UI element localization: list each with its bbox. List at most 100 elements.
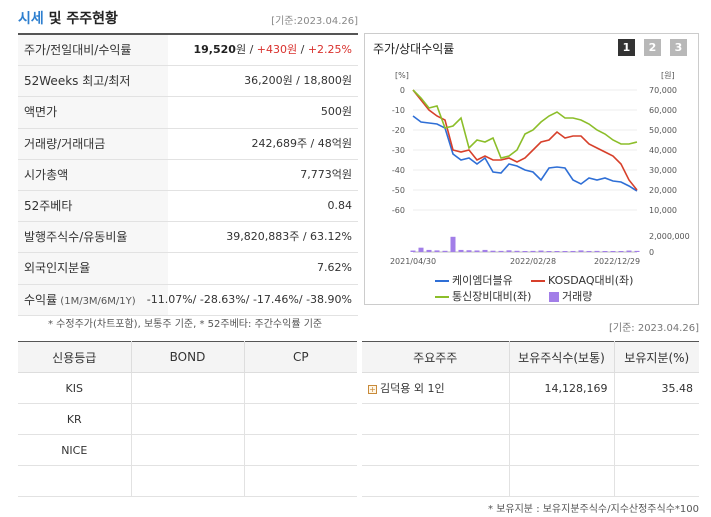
major-shareholders-table: 주요주주 보유주식수(보통) 보유지분(%) + 김덕용 외 1인 14,128,… xyxy=(362,341,699,497)
volume-bar xyxy=(538,250,544,252)
info-value: 7.62% xyxy=(317,261,352,275)
legend-item: 거래량 xyxy=(549,288,592,304)
legend-label: 케이엠더블유 xyxy=(452,274,513,287)
volume-bar xyxy=(578,250,584,252)
holders-header-row: 주요주주 보유주식수(보통) 보유지분(%) xyxy=(362,341,699,373)
holder-name xyxy=(362,434,509,466)
volume-bar xyxy=(418,247,424,252)
holder-percent xyxy=(613,434,699,466)
left-tick-label: -60 xyxy=(392,206,405,215)
volume-bar xyxy=(610,251,616,252)
info-value: -11.07%/ -28.63%/ -17.46%/ -38.90% xyxy=(146,292,352,306)
price-info-table: 주가/전일대비/수익률 19,520원 / +430원 / +2.25% 52W… xyxy=(18,33,358,316)
holder-name xyxy=(362,465,509,497)
price-change: +430원 xyxy=(256,43,298,56)
holder-name-cell[interactable]: + 김덕용 외 1인 xyxy=(362,372,509,404)
credit-agency xyxy=(18,465,131,497)
title-accent: 시세 xyxy=(18,11,44,27)
value-separator: / xyxy=(297,43,308,56)
info-footnote: * 수정주가(차트포함), 보통주 기준, * 52주베타: 주간수익률 기준 xyxy=(48,319,323,330)
info-row-shares: 발행주식수/유동비율 39,820,883주 / 63.12% xyxy=(18,222,358,254)
right-tick-label: 50,000 xyxy=(649,126,677,135)
volume-bar xyxy=(498,250,504,252)
credit-cp xyxy=(243,465,357,497)
volume-bar xyxy=(482,249,488,252)
volume-tick-label: 2,000,000 xyxy=(649,232,690,241)
info-label: 수익률 (1M/3M/6M/1Y) xyxy=(18,284,168,315)
series-line xyxy=(412,115,638,192)
credit-cp xyxy=(243,403,357,435)
volume-bar xyxy=(490,250,496,252)
volume-tick-label: 0 xyxy=(649,248,654,257)
left-tick-label: -20 xyxy=(392,126,405,135)
credit-header: 신용등급 xyxy=(18,341,131,373)
info-value: 0.84 xyxy=(327,198,353,212)
holders-reference-date: [기준: 2023.04.26] xyxy=(608,323,699,334)
left-tick-label: -10 xyxy=(392,106,405,115)
credit-header: CP xyxy=(243,341,357,373)
info-value: 7,773억원 xyxy=(300,167,352,181)
volume-bar xyxy=(626,250,632,252)
info-row-market-cap: 시가총액 7,773억원 xyxy=(18,159,358,191)
series-line xyxy=(412,89,638,191)
info-label: 52주베타 xyxy=(18,190,168,222)
holders-header: 보유지분(%) xyxy=(613,341,699,373)
volume-bar xyxy=(450,236,456,252)
credit-agency: NICE xyxy=(18,434,131,466)
value-separator: / xyxy=(246,43,257,56)
credit-cp xyxy=(243,434,357,466)
expand-plus-icon[interactable]: + xyxy=(368,384,377,394)
left-tick-label: -40 xyxy=(392,166,405,175)
price-unit: 원 xyxy=(235,43,247,56)
table-row: + 김덕용 외 1인 14,128,169 35.48 xyxy=(362,372,699,404)
right-tick-label: 70,000 xyxy=(649,86,677,95)
info-row-price: 주가/전일대비/수익률 19,520원 / +430원 / +2.25% xyxy=(18,35,358,67)
table-row xyxy=(362,403,699,435)
holder-shares xyxy=(508,434,614,466)
holders-header: 보유주식수(보통) xyxy=(508,341,614,373)
volume-bar xyxy=(426,249,432,252)
right-tick-label: 30,000 xyxy=(649,166,677,175)
credit-rating-table: 신용등급 BOND CP KIS KR NICE xyxy=(18,341,357,497)
info-value: 19,520원 / +430원 / +2.25% xyxy=(194,35,353,65)
chart-panel: 주가/상대수익률 1 2 3 [%] [원] 0 -10 -20 -30 -40 -50 -60… xyxy=(364,33,699,305)
chart-page-3-button[interactable]: 3 xyxy=(670,39,687,56)
right-tick-label: 60,000 xyxy=(649,106,677,115)
volume-bar xyxy=(466,250,472,252)
legend-label: KOSDAQ대비(좌) xyxy=(548,274,634,287)
volume-bar xyxy=(442,250,448,252)
volume-bar xyxy=(618,251,624,252)
price-rate: +2.25% xyxy=(307,43,352,56)
volume-bar xyxy=(434,250,440,252)
holder-name xyxy=(362,403,509,435)
legend-swatch xyxy=(435,296,449,298)
legend-label: 거래량 xyxy=(562,290,593,303)
series-line xyxy=(412,89,638,159)
holder-name[interactable]: 김덕용 외 1인 xyxy=(380,382,445,395)
section-title: 시세 및 주주현황 xyxy=(18,8,118,28)
chart-title: 주가/상대수익률 xyxy=(373,42,455,56)
volume-bar xyxy=(586,250,592,252)
volume-bar xyxy=(546,251,552,252)
relative-return-chart: [%] [원] 0 -10 -20 -30 -40 -50 -60 70,000 60,000 50,… xyxy=(390,71,690,266)
returns-periods: (1M/3M/6M/1Y) xyxy=(57,295,136,307)
table-row: KR xyxy=(18,403,357,435)
chart-page-1-button[interactable]: 1 xyxy=(618,39,635,56)
x-tick-label: 2022/12/29 xyxy=(594,257,640,266)
volume-bar xyxy=(530,250,536,252)
left-tick-label: -30 xyxy=(392,146,405,155)
legend-swatch xyxy=(435,280,449,282)
legend-item: 통신장비대비(좌) xyxy=(435,288,531,304)
volume-bar xyxy=(458,249,464,252)
returns-label: 수익률 xyxy=(24,292,58,307)
left-axis-unit: [%] xyxy=(395,71,409,80)
right-tick-label: 10,000 xyxy=(649,206,677,215)
holders-header: 주요주주 xyxy=(362,341,509,373)
chart-page-2-button[interactable]: 2 xyxy=(644,39,661,56)
table-row: KIS xyxy=(18,372,357,404)
holder-shares xyxy=(508,465,614,497)
price-value: 19,520 xyxy=(193,43,236,56)
info-value: 242,689주 / 48억원 xyxy=(251,136,352,150)
info-label: 시가총액 xyxy=(18,159,168,190)
reference-date: [기준:2023.04.26] xyxy=(271,16,358,27)
